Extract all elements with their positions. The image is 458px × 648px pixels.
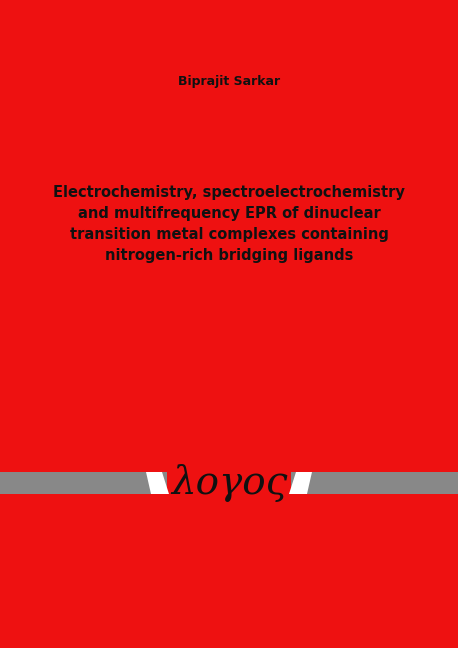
Text: Electrochemistry, spectroelectrochemistry
and multifrequency EPR of dinuclear
tr: Electrochemistry, spectroelectrochemistr… bbox=[53, 185, 405, 263]
Polygon shape bbox=[146, 472, 169, 494]
Bar bbox=[167, 471, 291, 495]
Polygon shape bbox=[289, 472, 312, 494]
Bar bbox=[0, 472, 458, 494]
Text: λογος: λογος bbox=[171, 464, 287, 502]
Text: Biprajit Sarkar: Biprajit Sarkar bbox=[178, 76, 280, 89]
